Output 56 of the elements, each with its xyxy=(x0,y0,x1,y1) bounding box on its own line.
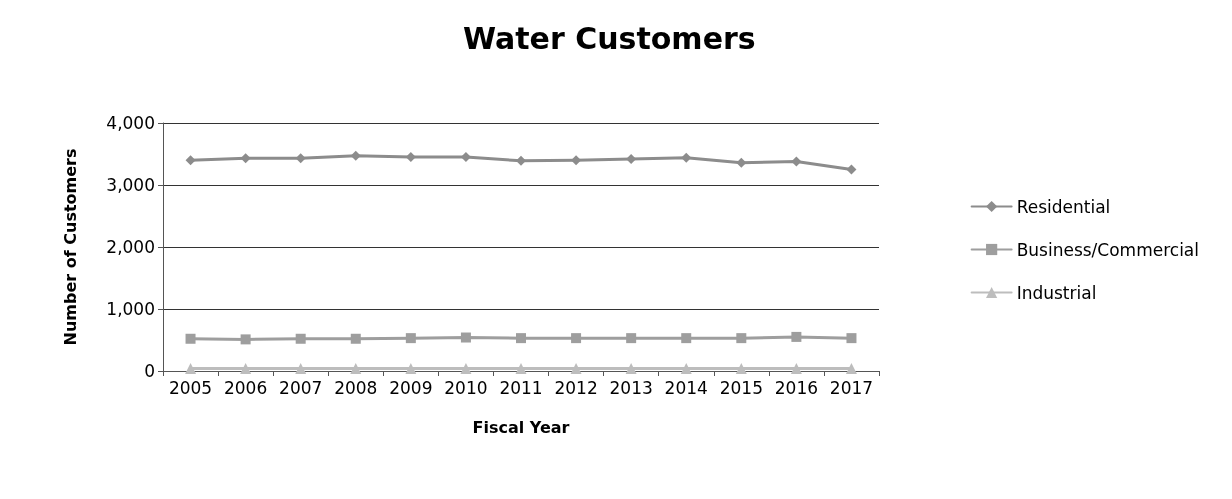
point xyxy=(680,363,692,375)
legend-label: Business/Commercial xyxy=(1016,239,1200,260)
point xyxy=(571,333,582,344)
point xyxy=(515,363,527,375)
point xyxy=(460,332,471,343)
x-tick-label: 2013 xyxy=(609,377,653,398)
x-tick-label: 2012 xyxy=(554,377,598,398)
point xyxy=(570,363,582,375)
x-tick-label: 2005 xyxy=(168,377,213,398)
point xyxy=(845,363,857,375)
point xyxy=(681,333,692,344)
x-tick-label: 2016 xyxy=(774,377,819,398)
x-tick-label: 2007 xyxy=(279,377,323,398)
point xyxy=(405,333,416,344)
y-tick-label: 3,000 xyxy=(106,175,155,195)
point xyxy=(791,156,802,167)
point xyxy=(791,331,802,342)
x-tick-label: 2017 xyxy=(829,377,874,398)
point xyxy=(516,333,526,344)
legend-label: Industrial xyxy=(1016,282,1097,303)
point xyxy=(681,152,692,163)
point xyxy=(516,155,526,166)
y-tick-label: 2,000 xyxy=(106,237,155,257)
point xyxy=(295,333,306,344)
chart-title: Water Customers xyxy=(463,20,756,56)
point xyxy=(846,333,857,344)
point xyxy=(350,150,361,161)
point xyxy=(240,334,251,345)
point xyxy=(625,363,637,375)
y-axis-title: Number of Customers xyxy=(60,148,80,346)
point xyxy=(185,363,197,375)
point xyxy=(626,333,637,344)
point xyxy=(295,363,307,375)
point xyxy=(405,363,417,375)
x-tick-label: 2015 xyxy=(719,377,763,398)
point xyxy=(350,333,361,344)
point xyxy=(846,164,857,175)
point xyxy=(185,155,196,166)
point xyxy=(736,333,747,344)
legend-label: Residential xyxy=(1016,196,1111,217)
x-tick-label: 2006 xyxy=(223,377,268,398)
x-tick-label: 2014 xyxy=(664,377,708,398)
x-tick-label: 2010 xyxy=(444,377,488,398)
point xyxy=(790,363,802,375)
y-tick-label: 4,000 xyxy=(106,113,155,133)
x-tick-label: 2011 xyxy=(499,377,543,398)
x-axis-title: Fiscal Year xyxy=(472,417,570,437)
point xyxy=(240,363,252,375)
point xyxy=(735,363,747,375)
point xyxy=(460,363,472,375)
x-tick-label: 2008 xyxy=(334,377,378,398)
y-tick-label: 0 xyxy=(144,361,155,381)
x-tick-label: 2009 xyxy=(389,377,433,398)
point xyxy=(350,363,362,375)
point xyxy=(185,333,196,344)
y-tick-label: 1,000 xyxy=(106,299,155,319)
